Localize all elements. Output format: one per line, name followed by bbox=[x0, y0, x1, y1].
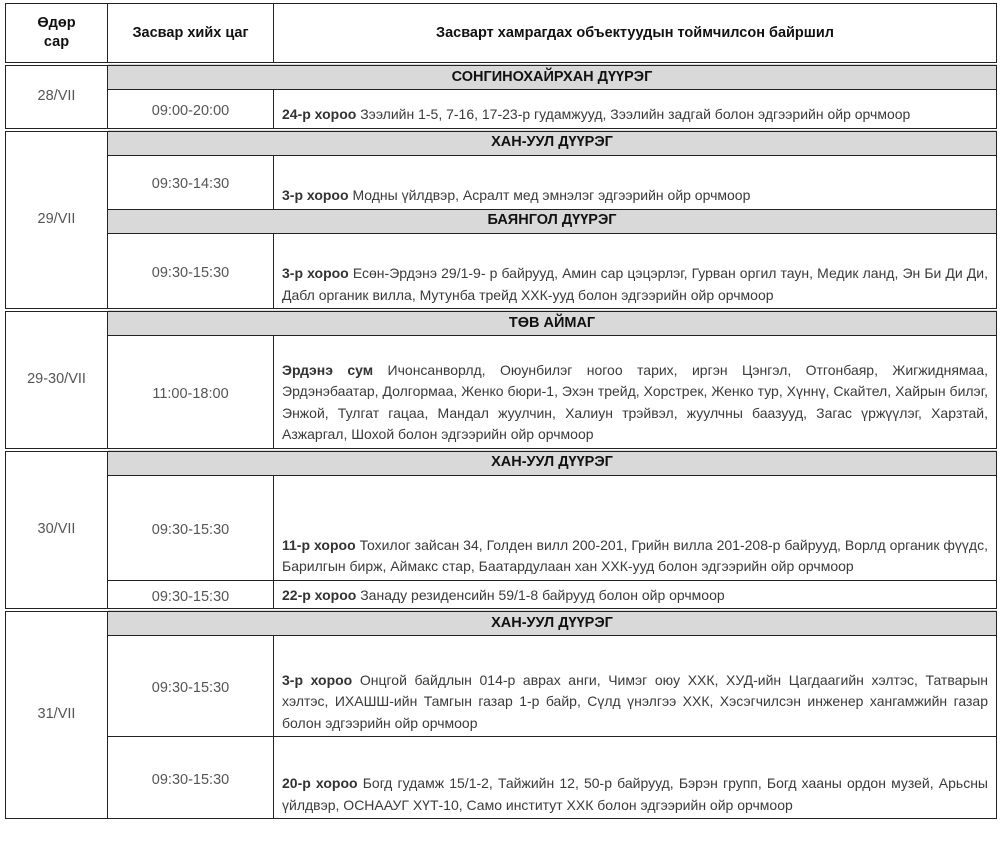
location-text: Зээлийн 1-5, 7-16, 17-23-р гудамжууд, Зэ… bbox=[360, 106, 911, 122]
district-row: 29-30/VII ТӨВ АЙМАГ bbox=[5, 309, 997, 450]
time-cell: 09:00-20:00 bbox=[107, 89, 274, 130]
date-cell: 31/VII bbox=[5, 609, 108, 819]
location-cell: 3-р хороо Есөн-Эрдэнэ 29/1-9- р байрууд,… bbox=[273, 232, 997, 311]
time-cell: 09:30-15:30 bbox=[107, 736, 274, 819]
location-cell: 22-р хороо Занаду резиденсийн 59/1-8 бай… bbox=[273, 579, 997, 611]
district-heading: БАЯНГОЛ ДҮҮРЭГ bbox=[107, 208, 997, 234]
location-cell: 20-р хороо Богд гудамж 15/1-2, Тайжийн 1… bbox=[273, 736, 997, 819]
date-block: 29-30/VII ТӨВ АЙМАГ 11:00-18:00 Эрдэнэ сум … bbox=[5, 309, 997, 450]
khoroo-label: 22-р хороо bbox=[282, 586, 357, 603]
schedule-row: 09:30-15:30 11-р хороо Тохилог зайсан 34,… bbox=[6, 474, 997, 581]
district-heading: СОНГИНОХАЙРХАН ДҮҮРЭГ bbox=[107, 63, 997, 90]
date-cell: 29-30/VII bbox=[5, 309, 108, 450]
location-text: Тохилог зайсан 34, Голден вилл 200-201, … bbox=[282, 536, 988, 575]
time-cell: 09:30-15:30 bbox=[107, 232, 274, 311]
schedule-row: 09:30-15:30 3-р хороо Есөн-Эрдэнэ 29/1-9-… bbox=[6, 232, 997, 311]
khoroo-label: 3-р хороо bbox=[282, 187, 349, 203]
time-cell: 09:30-15:30 bbox=[107, 635, 274, 737]
khoroo-label: Эрдэнэ сум bbox=[282, 361, 374, 378]
khoroo-label: 11-р хороо bbox=[282, 536, 356, 553]
location-cell: 3-р хороо Модны үйлдвэр, Асралт мед эмнэ… bbox=[273, 154, 997, 210]
date-block: 30/VII ХАН-УУЛ ДҮҮРЭГ 09:30-15:30 11-р хоро… bbox=[5, 449, 997, 611]
khoroo-label: 24-р хороо bbox=[282, 106, 357, 122]
district-heading: ХАН-УУЛ ДҮҮРЭГ bbox=[107, 609, 997, 636]
header-time: Засвар хийх цаг bbox=[107, 3, 274, 65]
location-text: Есөн-Эрдэнэ 29/1-9- р байрууд, Амин сар … bbox=[282, 265, 988, 303]
district-row: БАЯНГОЛ ДҮҮРЭГ bbox=[6, 208, 997, 234]
header-row: Өдөр сар Засвар хийх цаг Засварт хамрагд… bbox=[5, 3, 997, 65]
khoroo-label: 3-р хороо bbox=[282, 671, 353, 688]
header-date: Өдөр сар bbox=[5, 3, 108, 65]
district-heading: ХАН-УУЛ ДҮҮРЭГ bbox=[107, 129, 997, 156]
date-block: 28/VII СОНГИНОХАЙРХАН ДҮҮРЭГ 09:00-20:00 24… bbox=[5, 63, 997, 130]
location-text: Занаду резиденсийн 59/1-8 байрууд болон … bbox=[360, 586, 725, 603]
date-cell: 28/VII bbox=[5, 63, 108, 130]
date-cell: 30/VII bbox=[5, 449, 108, 611]
schedule-row: 09:30-15:30 22-р хороо Занаду резиденсийн… bbox=[6, 579, 997, 611]
time-cell: 11:00-18:00 bbox=[107, 335, 274, 450]
location-cell: 3-р хороо Онцгой байдлын 014-р аврах анг… bbox=[273, 635, 997, 737]
date-cell: 29/VII bbox=[5, 129, 108, 311]
location-cell: 24-р хороо Зээлийн 1-5, 7-16, 17-23-р гу… bbox=[273, 89, 997, 130]
date-block: 31/VII ХАН-УУЛ ДҮҮРЭГ 09:30-15:30 3-р хороо… bbox=[5, 609, 997, 819]
location-text: Ичонсанворлд, Оюунбилэг ногоо тарих, ирг… bbox=[282, 361, 989, 443]
location-text: Модны үйлдвэр, Асралт мед эмнэлэг эдгээр… bbox=[352, 187, 751, 203]
schedule-row: 09:30-15:30 20-р хороо Богд гудамж 15/1-2… bbox=[6, 736, 997, 819]
khoroo-label: 3-р хороо bbox=[282, 265, 349, 281]
location-text: Онцгой байдлын 014-р аврах анги, Чимэг о… bbox=[282, 671, 988, 731]
khoroo-label: 20-р хороо bbox=[282, 775, 358, 791]
district-heading: ТӨВ АЙМАГ bbox=[107, 309, 997, 336]
schedule-row: 09:30-15:30 3-р хороо Онцгой байдлын 014-… bbox=[6, 635, 997, 737]
location-cell: Эрдэнэ сум Ичонсанворлд, Оюунбилэг ногоо… bbox=[273, 335, 997, 450]
district-row: 31/VII ХАН-УУЛ ДҮҮРЭГ bbox=[5, 609, 997, 819]
schedule-row: 09:00-20:00 24-р хороо Зээлийн 1-5, 7-16,… bbox=[6, 89, 997, 130]
district-row: 29/VII ХАН-УУЛ ДҮҮРЭГ bbox=[5, 129, 997, 311]
schedule-row: 09:30-14:30 3-р хороо Модны үйлдвэр, Асра… bbox=[6, 154, 997, 210]
time-cell: 09:30-15:30 bbox=[107, 474, 274, 581]
header-location: Засварт хамрагдах объектуудын тоймчилсон… bbox=[273, 3, 997, 65]
location-text: Богд гудамж 15/1-2, Тайжийн 12, 50-р бай… bbox=[282, 775, 988, 813]
district-heading: ХАН-УУЛ ДҮҮРЭГ bbox=[107, 449, 997, 476]
schedule-row: 11:00-18:00 Эрдэнэ сум Ичонсанворлд, Оюун… bbox=[6, 335, 997, 450]
date-block: 29/VII ХАН-УУЛ ДҮҮРЭГ 09:30-14:30 3-р хороо… bbox=[5, 129, 997, 311]
district-row: 30/VII ХАН-УУЛ ДҮҮРЭГ bbox=[5, 449, 997, 611]
location-cell: 11-р хороо Тохилог зайсан 34, Голден вил… bbox=[273, 474, 997, 581]
time-cell: 09:30-15:30 bbox=[107, 579, 274, 611]
time-cell: 09:30-14:30 bbox=[107, 154, 274, 210]
district-row: 28/VII СОНГИНОХАЙРХАН ДҮҮРЭГ bbox=[5, 63, 997, 130]
maintenance-schedule-table: Өдөр сар Засвар хийх цаг Засварт хамрагд… bbox=[5, 3, 997, 819]
